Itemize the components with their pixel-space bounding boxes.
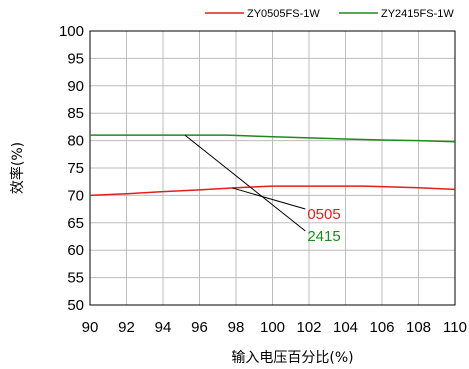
y-tick-label: 80 bbox=[67, 133, 84, 150]
x-tick-label: 104 bbox=[333, 319, 358, 336]
x-axis-label: 输入电压百分比(%) bbox=[231, 350, 353, 366]
y-tick-label: 50 bbox=[67, 297, 84, 314]
x-tick-label: 106 bbox=[369, 319, 394, 336]
y-tick-label: 100 bbox=[59, 23, 84, 40]
x-tick-label: 102 bbox=[296, 319, 321, 336]
x-tick-label: 110 bbox=[443, 319, 467, 336]
x-tick-label: 90 bbox=[82, 319, 99, 336]
y-tick-label: 90 bbox=[67, 78, 84, 95]
x-tick-label: 98 bbox=[228, 319, 245, 336]
annotation-leader-1 bbox=[184, 134, 306, 232]
y-tick-label: 75 bbox=[67, 160, 84, 177]
y-tick-label: 60 bbox=[67, 242, 84, 259]
plot-frame bbox=[89, 30, 456, 306]
annotation-label-1: 2415 bbox=[307, 228, 340, 245]
y-tick-label: 55 bbox=[67, 270, 84, 287]
y-tick-label: 85 bbox=[67, 105, 84, 122]
y-tick-labels: 50 55 60 65 70 75 80 85 90 95 100 bbox=[59, 23, 84, 314]
x-tick-label: 94 bbox=[155, 319, 172, 336]
annotation-label-0: 0505 bbox=[307, 206, 340, 223]
series-line-0 bbox=[89, 185, 456, 197]
grid bbox=[89, 30, 456, 306]
legend: ZY0505FS-1W ZY2415FS-1W bbox=[205, 8, 454, 20]
x-tick-label: 96 bbox=[191, 319, 208, 336]
y-tick-label: 65 bbox=[67, 215, 84, 232]
x-tick-labels: 90 92 94 96 98 100 102 104 106 108 110 bbox=[82, 319, 467, 336]
annotation-layer: 0505 2415 bbox=[184, 134, 341, 245]
series-layer bbox=[89, 134, 456, 197]
y-axis-label: 效率(%) bbox=[9, 142, 26, 194]
annotation-leader-0 bbox=[232, 187, 306, 210]
legend-label-0: ZY0505FS-1W bbox=[247, 8, 320, 20]
x-tick-label: 100 bbox=[260, 319, 285, 336]
x-tick-label: 108 bbox=[406, 319, 431, 336]
y-tick-label: 70 bbox=[67, 187, 84, 204]
y-tick-label: 95 bbox=[67, 50, 84, 67]
series-line-1 bbox=[90, 134, 456, 143]
legend-label-1: ZY2415FS-1W bbox=[381, 8, 454, 20]
x-tick-label: 92 bbox=[118, 319, 135, 336]
